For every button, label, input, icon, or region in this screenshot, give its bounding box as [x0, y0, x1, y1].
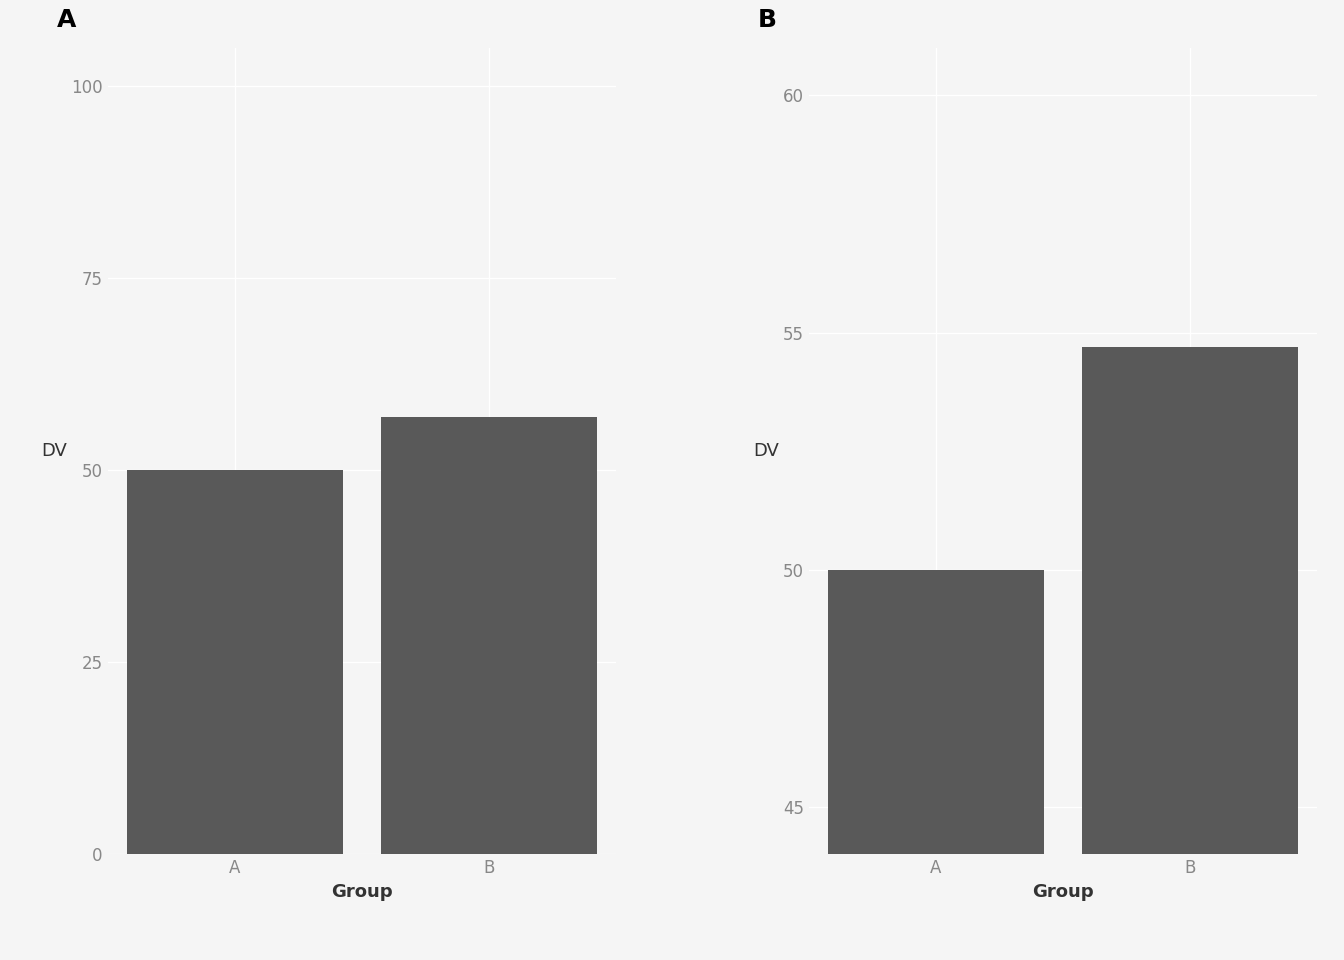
X-axis label: Group: Group — [1032, 883, 1094, 900]
Y-axis label: DV: DV — [42, 443, 67, 460]
X-axis label: Group: Group — [331, 883, 392, 900]
Bar — [380, 417, 597, 854]
Text: A: A — [56, 8, 77, 32]
Y-axis label: DV: DV — [754, 443, 780, 460]
Bar — [1082, 347, 1298, 854]
Bar — [126, 470, 343, 854]
Bar — [828, 570, 1044, 854]
Text: B: B — [758, 8, 777, 32]
